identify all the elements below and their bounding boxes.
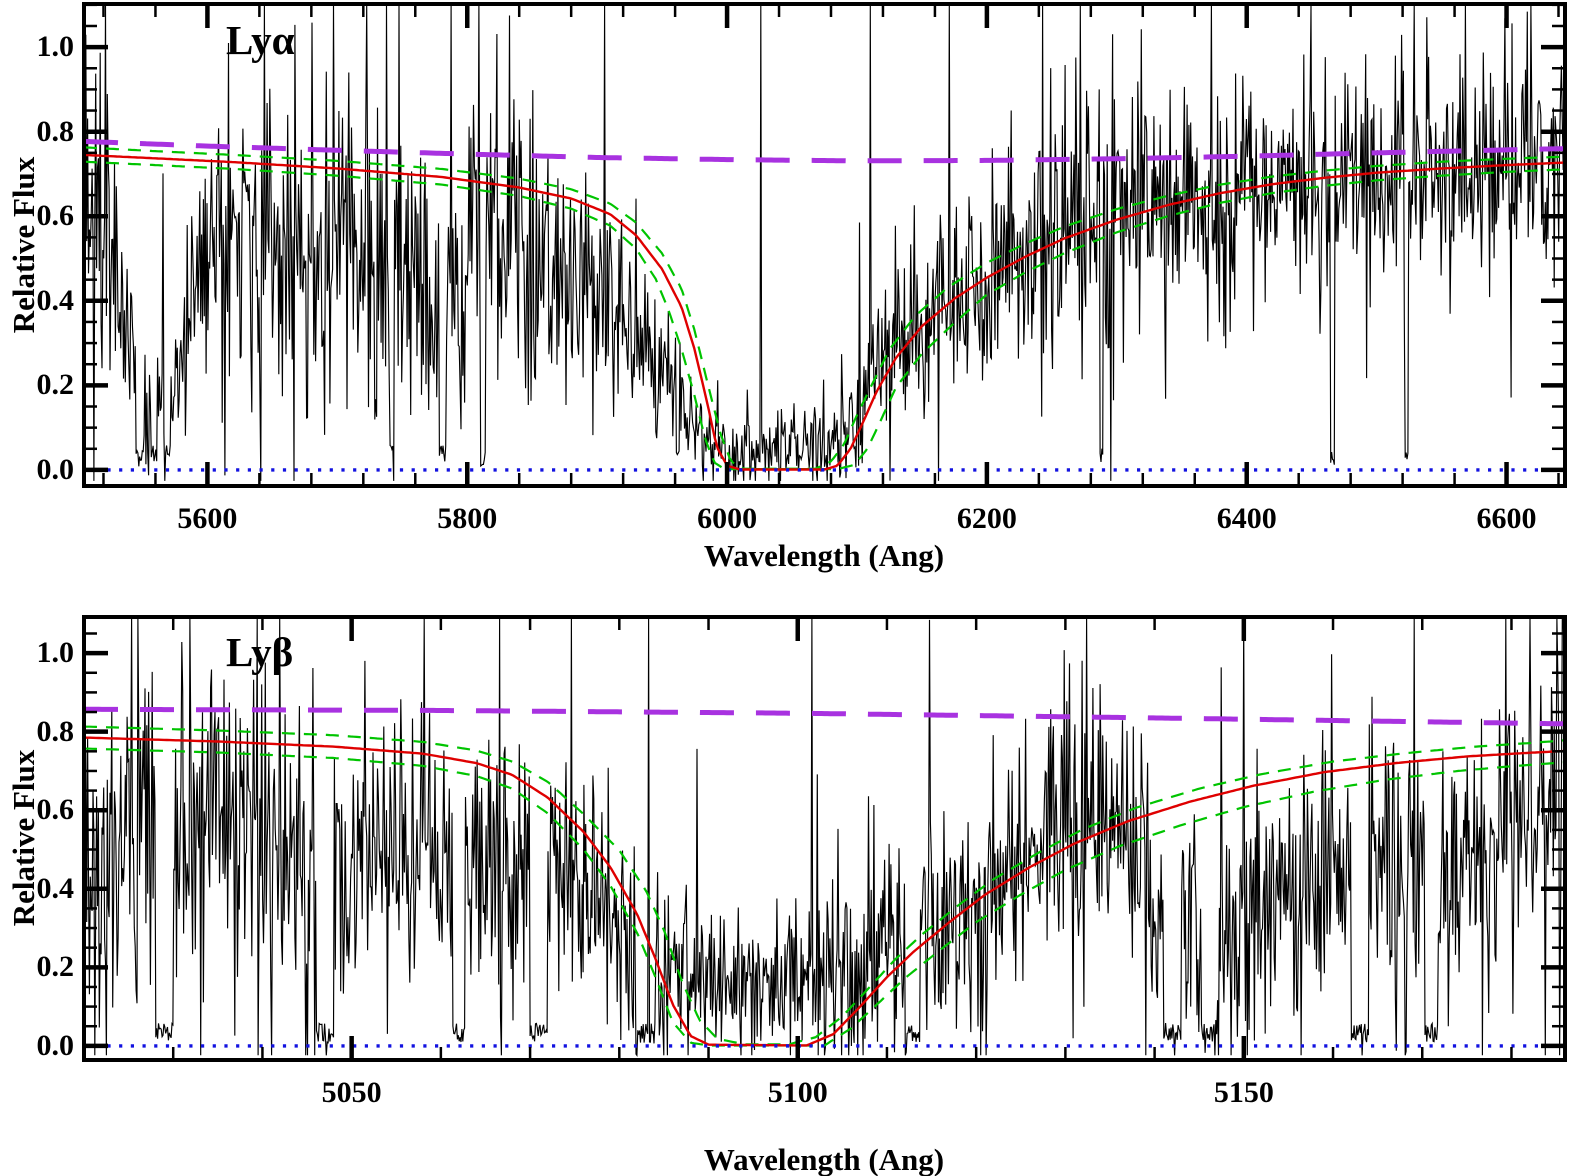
observed-spectrum [83,5,1566,482]
axis-frame [82,2,1567,488]
error-envelope-lower [83,747,1566,1047]
continuum-fit [83,138,1566,164]
damped-profile-fit [83,153,1566,471]
error-envelope-upper [83,725,1566,1046]
continuum-fit [84,706,1565,727]
axis-frame [82,615,1567,1062]
damped-profile-fit [83,736,1566,1047]
error-envelope-upper [83,146,1566,470]
observed-spectrum [83,618,1566,1057]
